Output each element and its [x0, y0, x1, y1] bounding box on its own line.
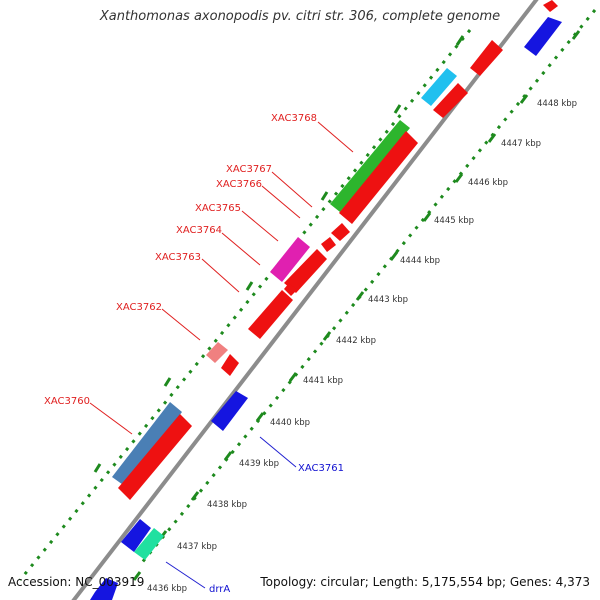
- leader-line-xac3766: [261, 185, 301, 219]
- leader-line-xac3767: [271, 171, 313, 208]
- forward-gene-track: [118, 0, 558, 500]
- kbp-label: 4440 kbp: [270, 418, 310, 428]
- gene-arrow[interactable]: [524, 17, 562, 56]
- gene-arrow[interactable]: [284, 283, 297, 296]
- gene-label-xac3763[interactable]: XAC3763: [155, 252, 201, 263]
- gene-label-drra[interactable]: drrA: [209, 584, 230, 595]
- kbp-label: 4439 kbp: [239, 459, 279, 469]
- gene-arrow[interactable]: [121, 519, 151, 552]
- accession-text: Accession: NC_003919: [8, 575, 145, 589]
- gene-arrow[interactable]: [284, 249, 327, 293]
- gene-label-xac3768[interactable]: XAC3768: [271, 113, 317, 124]
- gene-box-xac3760[interactable]: [112, 402, 182, 487]
- gene-arrow[interactable]: [321, 237, 336, 252]
- gene-label-xac3762[interactable]: XAC3762: [116, 302, 162, 313]
- inner-scale-track: [132, 9, 597, 581]
- outer-minor-ticks: [18, 29, 472, 581]
- kbp-label: 4442 kbp: [336, 336, 376, 346]
- kbp-label: 4446 kbp: [468, 178, 508, 188]
- gene-box-xac3762[interactable]: [206, 342, 228, 363]
- reverse-gene-track: [90, 17, 562, 600]
- gene-label-xac3765[interactable]: XAC3765: [195, 203, 241, 214]
- gene-box-green[interactable]: [134, 528, 164, 560]
- gene-arrow[interactable]: [211, 391, 248, 431]
- gene-arrow[interactable]: [90, 578, 118, 600]
- gene-box-xac3764[interactable]: [270, 237, 310, 282]
- kbp-label: 4443 kbp: [368, 295, 408, 305]
- inner-major-ticks: [132, 30, 581, 581]
- gene-arrow[interactable]: [543, 0, 558, 12]
- leader-line-xac3765: [241, 210, 279, 242]
- kbp-label: 4436 kbp: [147, 584, 187, 594]
- kbp-label: 4447 kbp: [501, 139, 541, 149]
- gene-box-xac3768[interactable]: [330, 120, 410, 212]
- gene-label-xac3764[interactable]: XAC3764: [176, 225, 222, 236]
- gene-label-xac3766[interactable]: XAC3766: [216, 179, 262, 190]
- leader-line-xac3761: [259, 436, 297, 468]
- genome-backbone: [71, 0, 539, 600]
- gene-arrow[interactable]: [221, 354, 239, 376]
- kbp-label: 4448 kbp: [537, 99, 577, 109]
- leader-line-xac3760: [89, 402, 133, 435]
- outer-tick-track: [18, 29, 472, 581]
- gene-arrow[interactable]: [433, 83, 468, 118]
- label-leader-lines: [89, 121, 354, 589]
- outer-major-ticks: [93, 35, 465, 473]
- gene-arrow[interactable]: [470, 40, 503, 76]
- gene-arrow[interactable]: [339, 131, 418, 224]
- kbp-label: 4445 kbp: [434, 216, 474, 226]
- scale-labels: 4436 kbp 4437 kbp 4438 kbp 4439 kbp 4440…: [147, 99, 577, 594]
- kbp-label: 4437 kbp: [177, 542, 217, 552]
- gene-arrow[interactable]: [248, 290, 293, 339]
- kbp-label: 4441 kbp: [303, 376, 343, 386]
- gene-labels: XAC3768 XAC3767 XAC3766 XAC3765 XAC3764 …: [44, 113, 344, 595]
- kbp-label: 4444 kbp: [400, 256, 440, 266]
- gene-label-xac3761[interactable]: XAC3761: [298, 463, 344, 474]
- outer-feature-track: [112, 68, 457, 560]
- genome-summary: Topology: circular; Length: 5,175,554 bp…: [260, 575, 590, 589]
- gene-box-cyan[interactable]: [421, 68, 457, 106]
- gene-arrow[interactable]: [118, 414, 192, 500]
- map-title: Xanthomonas axonopodis pv. citri str. 30…: [99, 9, 501, 24]
- leader-line-xac3763: [201, 258, 240, 293]
- gene-label-xac3767[interactable]: XAC3767: [226, 164, 272, 175]
- leader-line-xac3768: [317, 121, 354, 153]
- leader-line-drra: [165, 561, 206, 589]
- gene-arrow[interactable]: [331, 223, 350, 241]
- inner-minor-ticks: [138, 9, 597, 566]
- kbp-label: 4438 kbp: [207, 500, 247, 510]
- leader-line-xac3764: [221, 232, 261, 266]
- leader-line-xac3762: [161, 308, 201, 341]
- gene-label-xac3760[interactable]: XAC3760: [44, 396, 90, 407]
